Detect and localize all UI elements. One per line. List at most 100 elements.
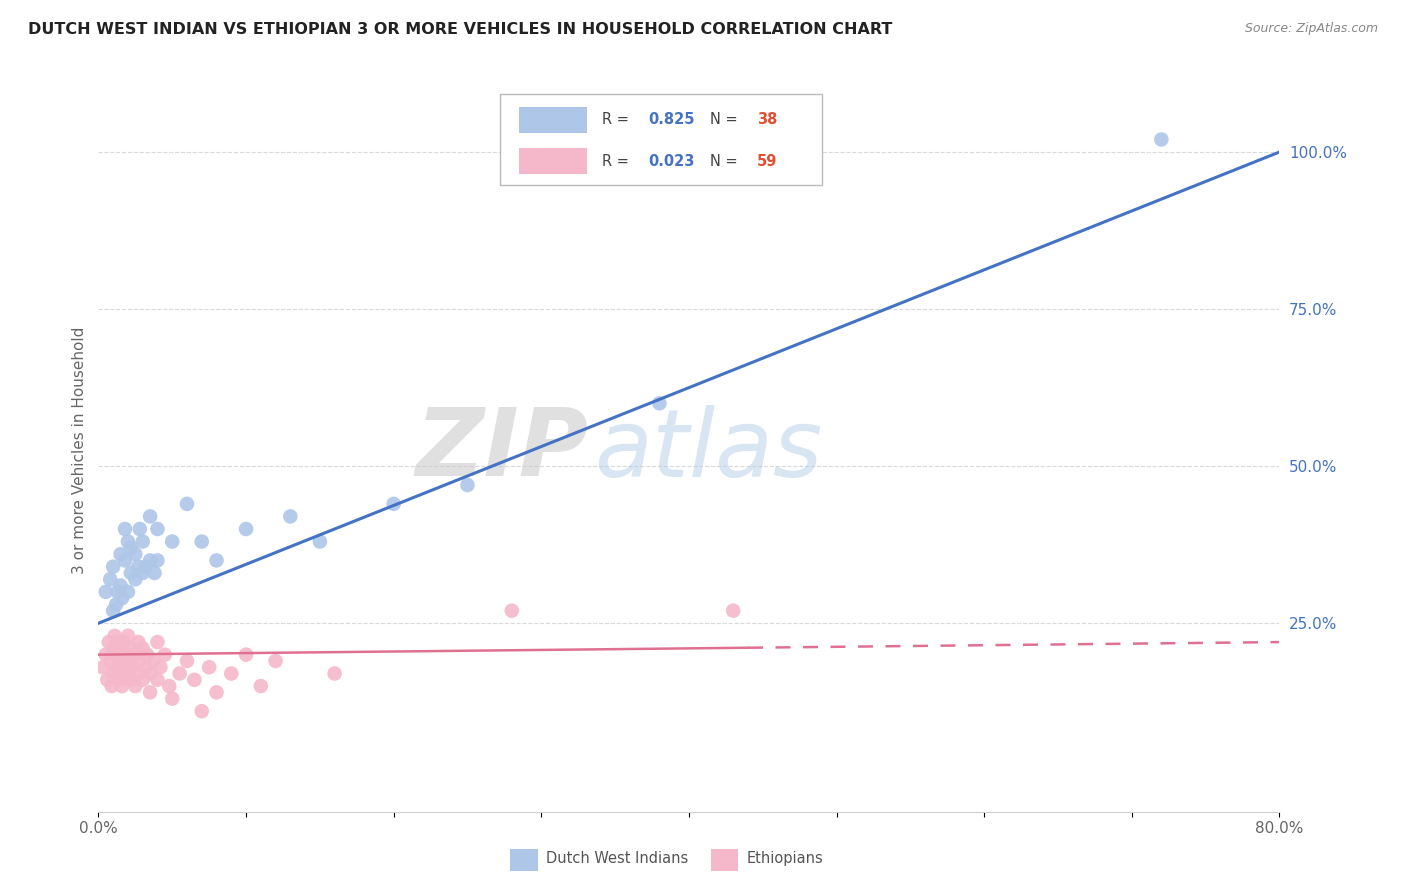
- Point: [139, 509, 162, 524]
- Point: [127, 666, 149, 681]
- Point: [176, 497, 198, 511]
- Text: Dutch West Indians: Dutch West Indians: [546, 851, 688, 866]
- Point: [103, 666, 125, 681]
- Point: [107, 584, 129, 599]
- Point: [457, 478, 479, 492]
- Text: 0.825: 0.825: [648, 112, 695, 128]
- Point: [117, 629, 139, 643]
- Point: [323, 666, 346, 681]
- Point: [128, 522, 150, 536]
- Point: [105, 598, 128, 612]
- Point: [107, 673, 129, 687]
- Point: [111, 648, 134, 662]
- Point: [105, 648, 128, 662]
- Point: [103, 641, 125, 656]
- Point: [132, 673, 155, 687]
- Bar: [519, 107, 586, 133]
- Point: [112, 635, 135, 649]
- Point: [1150, 132, 1173, 146]
- Point: [183, 673, 205, 687]
- Point: [114, 673, 136, 687]
- Point: [91, 660, 114, 674]
- Point: [96, 673, 118, 687]
- Point: [124, 648, 146, 662]
- Point: [117, 666, 139, 681]
- Point: [162, 534, 183, 549]
- Point: [146, 522, 169, 536]
- Bar: [711, 848, 738, 871]
- Point: [648, 396, 671, 410]
- Point: [124, 679, 146, 693]
- Point: [94, 584, 117, 599]
- Point: [146, 553, 169, 567]
- Point: [124, 572, 146, 586]
- Bar: [519, 148, 586, 174]
- Point: [221, 666, 243, 681]
- Point: [97, 635, 120, 649]
- Point: [107, 635, 129, 649]
- Point: [176, 654, 198, 668]
- Point: [114, 660, 136, 674]
- Point: [115, 648, 138, 662]
- Point: [143, 566, 166, 580]
- Point: [146, 673, 169, 687]
- Point: [120, 673, 142, 687]
- Point: [117, 534, 139, 549]
- Point: [120, 541, 142, 555]
- Point: [235, 648, 257, 662]
- Point: [235, 522, 257, 536]
- Point: [198, 660, 221, 674]
- Point: [127, 559, 149, 574]
- Point: [132, 566, 155, 580]
- Point: [110, 641, 132, 656]
- Point: [120, 566, 142, 580]
- Text: ZIP: ZIP: [416, 404, 589, 497]
- Point: [139, 666, 162, 681]
- FancyBboxPatch shape: [501, 94, 821, 185]
- Point: [110, 547, 132, 561]
- Point: [94, 648, 117, 662]
- Point: [98, 572, 121, 586]
- Point: [114, 553, 136, 567]
- Point: [135, 559, 157, 574]
- Text: N =: N =: [710, 153, 742, 169]
- Point: [146, 635, 169, 649]
- Point: [121, 660, 143, 674]
- Point: [157, 679, 180, 693]
- Text: Ethiopians: Ethiopians: [747, 851, 823, 866]
- Bar: [510, 848, 537, 871]
- Text: 59: 59: [756, 153, 778, 169]
- Point: [98, 654, 121, 668]
- Point: [136, 648, 159, 662]
- Point: [111, 591, 134, 606]
- Y-axis label: 3 or more Vehicles in Household: 3 or more Vehicles in Household: [72, 326, 87, 574]
- Point: [103, 604, 125, 618]
- Point: [723, 604, 745, 618]
- Point: [103, 559, 125, 574]
- Point: [120, 641, 142, 656]
- Point: [191, 704, 214, 718]
- Point: [501, 604, 523, 618]
- Point: [142, 654, 165, 668]
- Point: [162, 691, 183, 706]
- Point: [264, 654, 287, 668]
- Point: [205, 553, 228, 567]
- Point: [169, 666, 191, 681]
- Point: [100, 679, 122, 693]
- Point: [110, 666, 132, 681]
- Point: [104, 629, 127, 643]
- Point: [139, 553, 162, 567]
- Point: [118, 654, 141, 668]
- Text: R =: R =: [602, 112, 634, 128]
- Point: [105, 660, 128, 674]
- Point: [149, 660, 172, 674]
- Point: [250, 679, 273, 693]
- Text: 0.023: 0.023: [648, 153, 695, 169]
- Point: [382, 497, 405, 511]
- Point: [132, 534, 155, 549]
- Point: [127, 635, 149, 649]
- Point: [114, 522, 136, 536]
- Text: atlas: atlas: [595, 405, 823, 496]
- Point: [139, 685, 162, 699]
- Point: [132, 641, 155, 656]
